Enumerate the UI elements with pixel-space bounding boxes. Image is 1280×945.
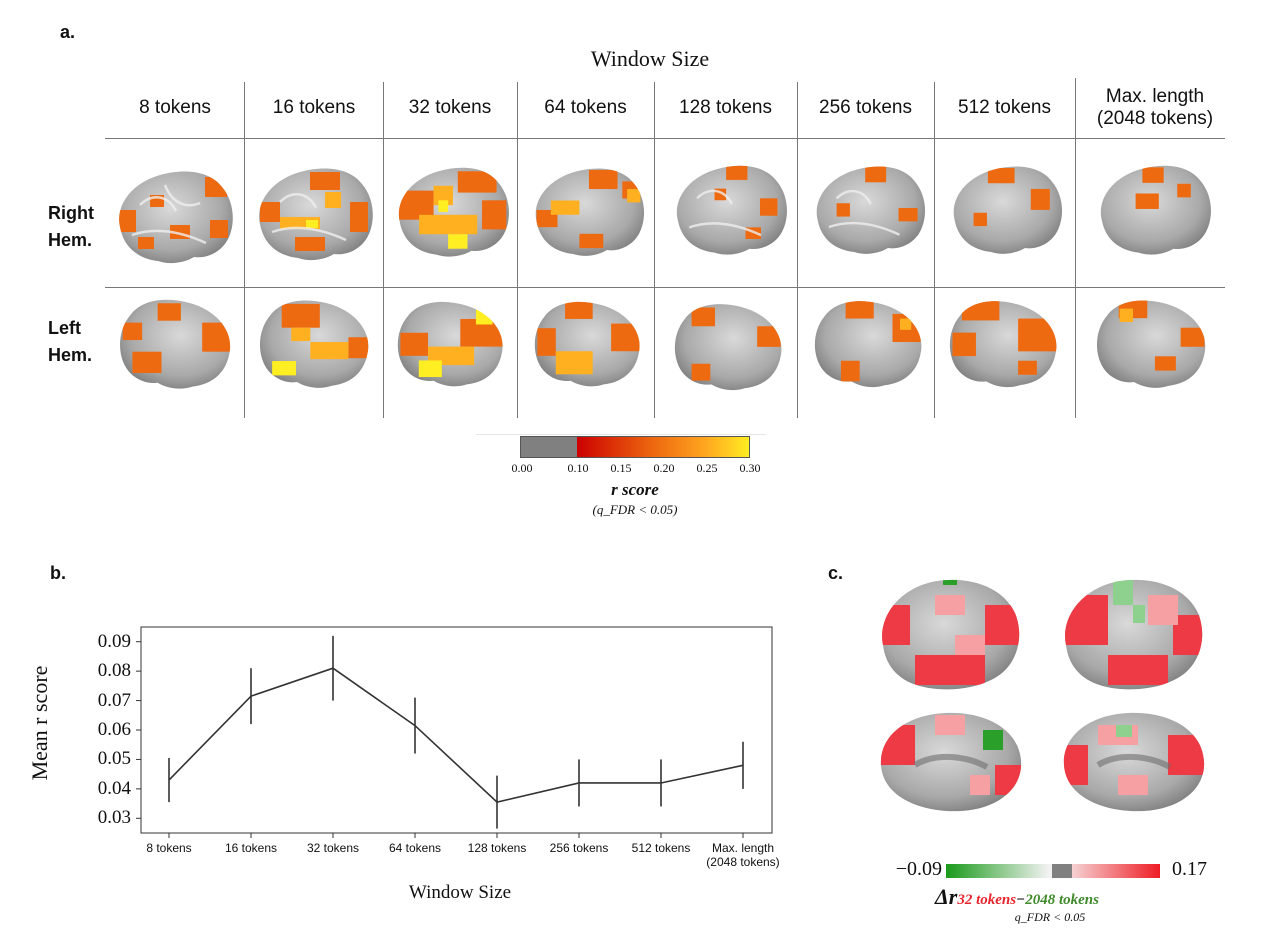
x-tick-label: 16 tokens: [224, 841, 278, 855]
x-axis-label: Window Size: [408, 882, 512, 903]
x-tick-label: 512 tokens: [631, 841, 691, 855]
delta-colorbar-max: 0.17: [1172, 858, 1207, 880]
colorbar-tick-3: 0.20: [653, 461, 675, 475]
brain-c-medial-right: [1063, 712, 1205, 812]
brain-right-32: [398, 167, 509, 257]
x-tick-label: 256 tokens: [549, 841, 609, 855]
grid-line-top: [105, 138, 1225, 139]
grid-line-v7: [1075, 78, 1076, 418]
brain-c-lateral-left: [882, 579, 1020, 690]
mean-r-series-line: [168, 667, 744, 803]
brain-left-128: [674, 304, 782, 391]
row-label-left: Left Hem.: [48, 318, 93, 365]
brain-c-medial-left: [880, 712, 1022, 812]
brain-left-256: [814, 301, 922, 388]
panel-b-letter: b.: [50, 563, 66, 583]
column-header-64: 64 tokens: [544, 97, 627, 118]
plot-frame: [140, 626, 773, 834]
y-tick-label: 0.03: [97, 807, 131, 829]
brain-left-max: [1096, 300, 1206, 388]
y-tick-label: 0.09: [97, 630, 131, 652]
grid-line-v2: [383, 82, 384, 418]
brain-right-16: [259, 168, 373, 261]
panel-c-letter: c.: [828, 563, 844, 583]
colorbar-tick-5: 0.30: [739, 461, 761, 475]
x-tick-label: 8 tokens: [146, 841, 192, 855]
column-header-512: 512 tokens: [958, 97, 1051, 118]
grid-line-v3: [517, 82, 518, 418]
r-score-colorbar: [520, 436, 750, 458]
panel-a-letter: a.: [60, 22, 76, 42]
colorbar-divider: [476, 434, 766, 435]
y-tick-label: 0.04: [97, 777, 131, 799]
y-tick-label: 0.05: [97, 748, 131, 770]
column-header-16: 16 tokens: [272, 97, 356, 118]
x-tick-label: 64 tokens: [388, 841, 442, 855]
row-label-right: Right Hem.: [48, 203, 94, 250]
colorbar-tick-4: 0.25: [696, 461, 718, 475]
column-header-256: 256 tokens: [819, 97, 912, 118]
column-header-max: Max. length (2048 tokens): [1096, 86, 1214, 129]
colorbar-tick-1: 0.10: [567, 461, 589, 475]
delta-label-minus: −: [1016, 892, 1026, 908]
brain-left-16: [259, 300, 369, 388]
delta-r-symbol: Δr: [935, 884, 958, 909]
x-tick-label: 32 tokens: [306, 841, 360, 855]
delta-colorbar-label: Δr32 tokens−2048 tokens: [935, 884, 1195, 910]
brain-left-64: [534, 301, 640, 387]
column-header-32: 32 tokens: [408, 97, 492, 118]
brain-right-512: [953, 166, 1063, 254]
brain-c-lateral-right: [1065, 579, 1203, 690]
x-tick-label: Max. length (2048 tokens): [706, 841, 780, 869]
x-tick-label: 128 tokens: [467, 841, 527, 855]
brain-right-8: [119, 171, 233, 264]
delta-colorbar-min: −0.09: [895, 858, 942, 880]
delta-label-green: 2048 tokens: [1025, 892, 1099, 908]
brain-left-32: [397, 301, 503, 387]
brain-left-8: [120, 299, 231, 389]
grid-line-v5: [797, 82, 798, 418]
delta-colorbar-sublabel: q_FDR < 0.05: [1014, 910, 1086, 924]
brain-right-128: [676, 165, 787, 255]
delta-label-red: 32 tokens: [957, 892, 1017, 908]
colorbar-tick-0: 0.00: [511, 461, 533, 475]
column-header-128: 128 tokens: [679, 97, 772, 118]
grid-line-v1: [244, 82, 245, 418]
y-tick-label: 0.07: [97, 689, 131, 711]
colorbar-sublabel: (q_FDR < 0.05): [592, 502, 678, 517]
colorbar-label: r score: [611, 480, 659, 499]
y-tick-label: 0.06: [97, 719, 131, 740]
grid-line-v4: [654, 82, 655, 418]
colorbar-tick-2: 0.15: [610, 461, 632, 475]
brain-right-max: [1100, 165, 1211, 255]
grid-line-v6: [934, 82, 935, 418]
grid-line-middle: [105, 287, 1225, 288]
panel-a-title: Window Size: [590, 46, 710, 71]
column-header-8: 8 tokens: [139, 97, 211, 118]
brain-left-512: [949, 301, 1057, 388]
brain-right-256: [816, 166, 926, 254]
delta-r-colorbar: [946, 864, 1160, 878]
brain-right-64: [535, 168, 645, 256]
y-tick-label: 0.08: [97, 660, 131, 682]
